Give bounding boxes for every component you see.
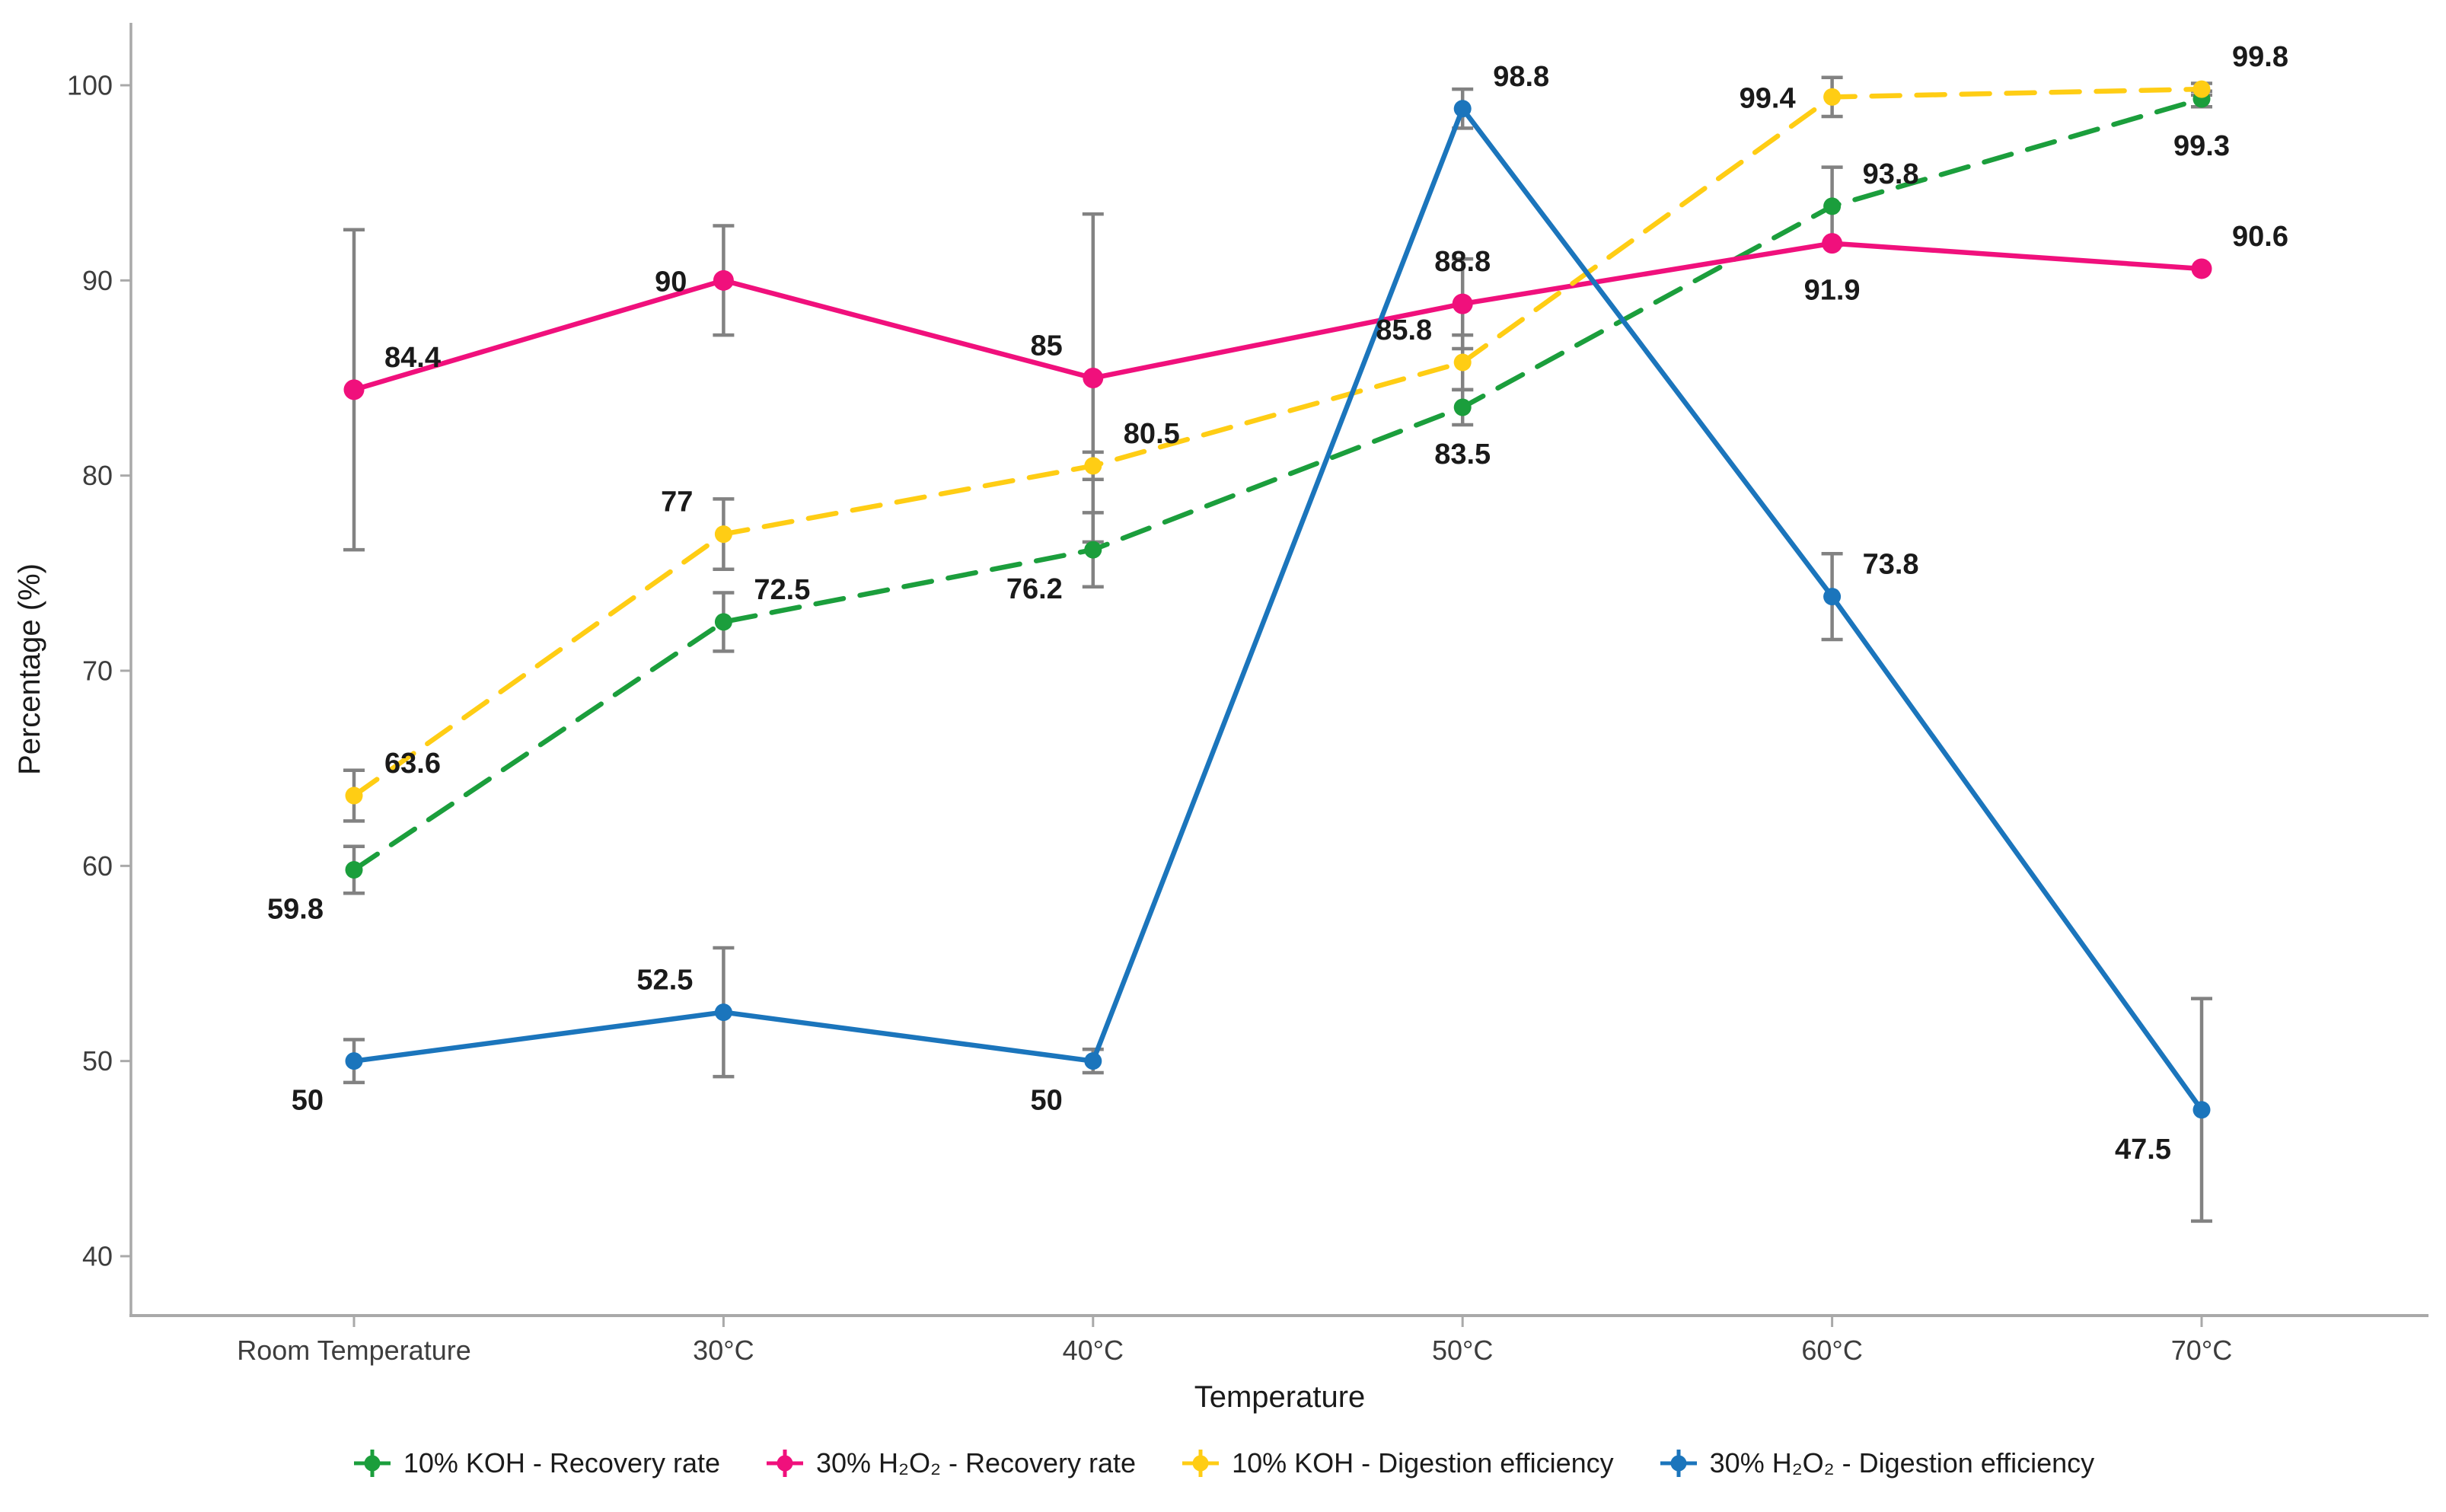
data-point [1822, 233, 1843, 254]
chart-legend: 10% KOH - Recovery rate 30% H₂O₂ - Recove… [0, 1436, 2446, 1491]
data-point [1084, 457, 1102, 475]
point-label: 99.4 [1740, 82, 1796, 114]
series-line [351, 96, 2205, 872]
data-point [343, 379, 365, 400]
legend-key-icon [767, 1450, 803, 1477]
point-label: 99.3 [2173, 130, 2230, 162]
y-tick-label: 60 [82, 850, 113, 882]
data-point [714, 1003, 732, 1022]
data-point [1084, 1052, 1102, 1070]
x-tick-label: 30°C [693, 1335, 754, 1366]
data-point [345, 860, 363, 879]
y-tick-label: 80 [82, 460, 113, 491]
point-label: 85.8 [1376, 314, 1432, 346]
y-tick-label: 50 [82, 1045, 113, 1077]
legend-key-icon [1182, 1450, 1220, 1477]
x-tick-label: 70°C [2171, 1335, 2232, 1366]
point-label: 90 [655, 266, 687, 298]
y-tick-label: 90 [82, 265, 113, 296]
y-tick-label: 70 [82, 656, 113, 687]
y-tick-label: 40 [82, 1241, 113, 1272]
data-point [714, 525, 732, 544]
point-label: 77 [661, 486, 693, 518]
point-label: 93.8 [1863, 158, 1919, 190]
data-point [2192, 1101, 2211, 1119]
x-tick-label: 50°C [1432, 1335, 1493, 1366]
point-label: 63.6 [384, 748, 441, 780]
data-point [1083, 368, 1104, 389]
point-label: 47.5 [2115, 1134, 2171, 1166]
data-point [1823, 88, 1842, 106]
point-label: 98.8 [1493, 61, 1549, 93]
x-tick-label: Room Temperature [237, 1335, 470, 1366]
data-point [713, 270, 734, 291]
point-label: 52.5 [636, 965, 693, 997]
data-point [345, 786, 363, 805]
series-line [351, 241, 2205, 393]
point-label: 72.5 [754, 574, 810, 606]
y-axis-title: Percentage (%) [13, 563, 46, 775]
data-point [2191, 258, 2212, 279]
y-tick-label: 100 [67, 70, 113, 101]
x-axis-title: Temperature [1194, 1380, 1366, 1414]
point-label: 50 [292, 1085, 324, 1117]
series-line [351, 86, 2205, 799]
data-point [2192, 80, 2211, 98]
data-point [1823, 588, 1842, 606]
x-tick-label: 40°C [1063, 1335, 1124, 1366]
point-label: 59.8 [267, 893, 324, 925]
x-tick-label: 60°C [1801, 1335, 1862, 1366]
legend-key-icon [1660, 1450, 1697, 1477]
point-label: 90.6 [2232, 221, 2288, 253]
point-label: 99.8 [2232, 41, 2288, 73]
data-point [1453, 353, 1472, 372]
legend-item: 10% KOH - Recovery rate [352, 1447, 720, 1480]
data-point [1453, 398, 1472, 416]
data-point [1823, 197, 1842, 215]
point-label: 84.4 [384, 342, 441, 374]
legend-item: 10% KOH - Digestion efficiency [1180, 1447, 1614, 1480]
legend-label: 10% KOH - Digestion efficiency [1232, 1447, 1614, 1479]
legend-label: 30% H₂O₂ - Recovery rate [816, 1447, 1137, 1479]
data-point [714, 613, 732, 631]
point-label: 83.5 [1434, 439, 1491, 471]
legend-item: 30% H₂O₂ - Digestion efficiency [1658, 1447, 2095, 1480]
data-point [1452, 293, 1473, 314]
data-point [1453, 100, 1472, 118]
point-label: 76.2 [1006, 573, 1063, 605]
data-point [345, 1052, 363, 1070]
point-label: 73.8 [1863, 549, 1919, 581]
legend-item: 30% H₂O₂ - Recovery rate [764, 1447, 1136, 1480]
point-label: 80.5 [1124, 418, 1180, 450]
point-label: 91.9 [1804, 275, 1861, 307]
point-label: 88.8 [1434, 246, 1491, 278]
point-label: 85 [1031, 330, 1063, 362]
series-line [351, 104, 2205, 1113]
data-point [1084, 541, 1102, 559]
legend-label: 10% KOH - Recovery rate [403, 1447, 720, 1479]
legend-key-icon [353, 1450, 391, 1477]
legend-label: 30% H₂O₂ - Digestion efficiency [1709, 1447, 2095, 1479]
point-label: 50 [1031, 1085, 1063, 1117]
